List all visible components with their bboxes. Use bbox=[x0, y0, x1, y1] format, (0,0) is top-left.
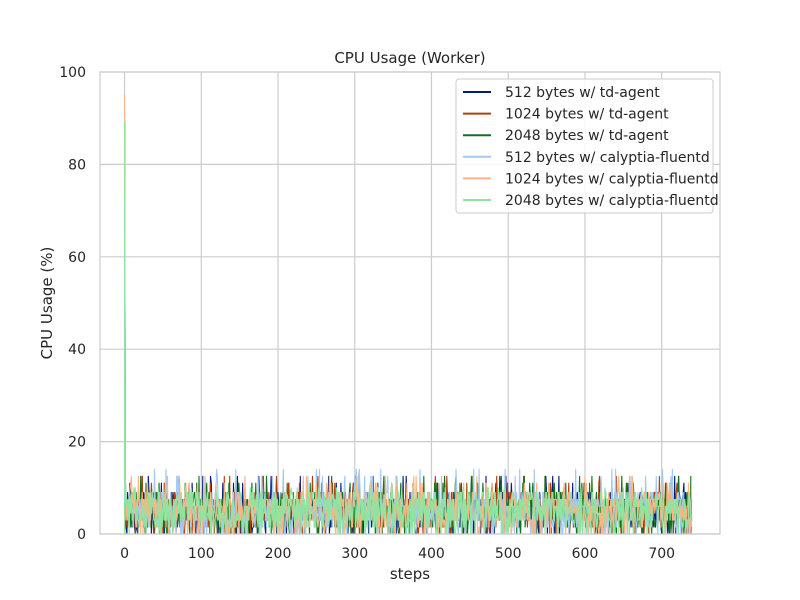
x-tick-label: 100 bbox=[188, 546, 215, 562]
y-tick-label: 20 bbox=[68, 435, 86, 451]
x-tick-label: 500 bbox=[495, 546, 522, 562]
legend: 512 bytes w/ td-agent 1024 bytes w/ td-ag… bbox=[455, 78, 719, 214]
series-line bbox=[124, 122, 692, 535]
legend-label: 1024 bytes w/ calyptia-fluentd bbox=[505, 171, 719, 187]
x-tick-label: 700 bbox=[648, 546, 675, 562]
legend-box bbox=[455, 78, 714, 214]
legend-label: 2048 bytes w/ calyptia-fluentd bbox=[505, 193, 719, 209]
y-tick-label: 0 bbox=[77, 527, 86, 543]
y-axis-title: CPU Usage (%) bbox=[38, 247, 56, 360]
x-tick-labels: 0 100 200 300 400 500 600 700 bbox=[120, 546, 675, 562]
series-group bbox=[124, 94, 693, 535]
y-tick-label: 40 bbox=[68, 342, 86, 358]
x-tick-label: 200 bbox=[265, 546, 292, 562]
x-tick-label: 0 bbox=[120, 546, 129, 562]
legend-label: 1024 bytes w/ td-agent bbox=[505, 107, 669, 123]
y-tick-label: 100 bbox=[59, 65, 86, 81]
plot-frame bbox=[99, 71, 721, 535]
x-axis-title: steps bbox=[390, 565, 430, 583]
legend-label: 512 bytes w/ calyptia-fluentd bbox=[505, 150, 710, 166]
x-tick-label: 300 bbox=[341, 546, 368, 562]
legend-label: 2048 bytes w/ td-agent bbox=[505, 128, 669, 144]
x-tick-label: 400 bbox=[418, 546, 445, 562]
legend-label: 512 bytes w/ td-agent bbox=[505, 85, 660, 101]
y-tick-labels: 0 20 40 60 80 100 bbox=[59, 65, 86, 543]
chart-title: CPU Usage (Worker) bbox=[334, 49, 485, 67]
y-tick-label: 80 bbox=[68, 157, 86, 173]
y-tick-label: 60 bbox=[68, 250, 86, 266]
x-tick-label: 600 bbox=[572, 546, 599, 562]
